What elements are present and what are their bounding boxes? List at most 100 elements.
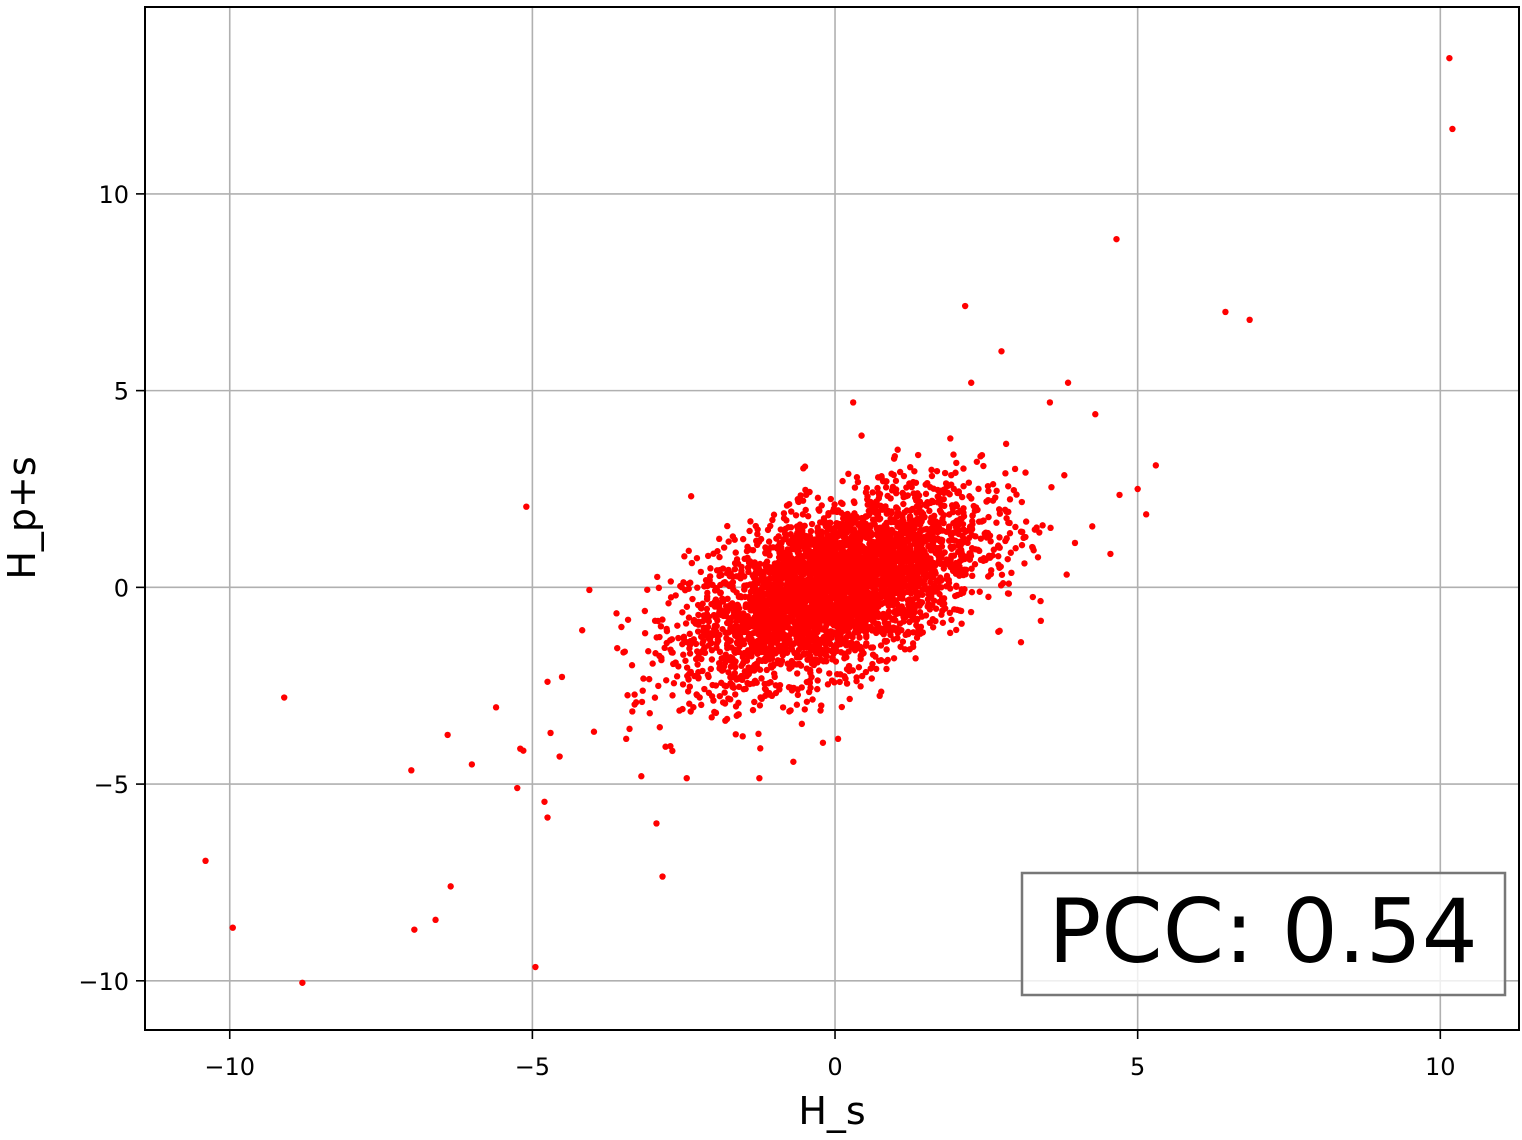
data-point bbox=[768, 591, 775, 598]
data-point bbox=[945, 579, 953, 587]
data-point bbox=[544, 678, 551, 685]
data-point bbox=[757, 535, 765, 543]
data-point bbox=[777, 661, 784, 668]
data-point bbox=[936, 507, 944, 514]
data-point bbox=[904, 628, 912, 636]
data-point bbox=[894, 446, 901, 453]
data-point bbox=[849, 541, 857, 548]
data-point bbox=[897, 545, 904, 552]
data-point bbox=[646, 710, 653, 717]
data-point bbox=[804, 580, 812, 587]
data-point bbox=[788, 541, 795, 548]
data-point bbox=[792, 618, 800, 625]
data-point bbox=[939, 619, 947, 626]
data-point bbox=[447, 883, 454, 890]
data-point bbox=[763, 666, 771, 674]
data-point bbox=[732, 691, 739, 698]
data-point bbox=[985, 487, 992, 495]
data-point bbox=[786, 625, 794, 632]
data-point bbox=[1005, 483, 1012, 490]
data-point bbox=[783, 517, 790, 524]
data-point bbox=[614, 644, 621, 652]
x-tick-label: 10 bbox=[1425, 1053, 1456, 1081]
data-point bbox=[716, 659, 723, 667]
data-point bbox=[860, 524, 868, 531]
data-point bbox=[700, 637, 707, 645]
data-point bbox=[849, 634, 856, 641]
data-point bbox=[682, 657, 689, 664]
data-point bbox=[952, 537, 959, 544]
pcc-label: PCC: 0.54 bbox=[1048, 880, 1478, 983]
data-point bbox=[808, 520, 816, 528]
data-point bbox=[806, 585, 813, 592]
data-point bbox=[859, 605, 866, 612]
data-point bbox=[1012, 523, 1019, 531]
data-point bbox=[997, 582, 1005, 589]
data-point bbox=[913, 509, 920, 517]
data-point bbox=[708, 639, 715, 647]
data-point bbox=[881, 611, 888, 618]
data-point bbox=[281, 694, 288, 701]
data-point bbox=[732, 658, 739, 665]
data-point bbox=[976, 588, 983, 595]
data-point bbox=[1046, 399, 1054, 406]
data-point bbox=[827, 542, 834, 549]
data-point bbox=[809, 608, 817, 615]
data-point bbox=[683, 664, 691, 671]
data-point bbox=[998, 571, 1006, 578]
data-point bbox=[785, 684, 793, 691]
data-point bbox=[799, 635, 806, 642]
y-tick-label: 5 bbox=[114, 378, 129, 406]
data-point bbox=[629, 708, 636, 715]
data-point bbox=[764, 612, 771, 620]
data-point bbox=[694, 661, 701, 668]
data-point bbox=[901, 544, 909, 551]
data-point bbox=[1012, 545, 1019, 552]
data-point bbox=[739, 651, 747, 659]
data-point bbox=[787, 530, 794, 538]
data-point bbox=[923, 525, 930, 533]
data-point bbox=[735, 593, 743, 601]
data-point bbox=[628, 662, 636, 669]
x-axis-ticks: −10 −5 0 5 10 bbox=[204, 1030, 1456, 1081]
data-point bbox=[845, 606, 852, 613]
data-point bbox=[786, 708, 793, 715]
data-point bbox=[715, 602, 723, 610]
data-point bbox=[734, 616, 742, 623]
data-point bbox=[866, 524, 873, 532]
data-point bbox=[926, 619, 934, 627]
data-point bbox=[756, 702, 764, 709]
data-point bbox=[996, 627, 1003, 635]
data-point bbox=[825, 509, 832, 517]
data-point bbox=[877, 657, 885, 664]
data-point bbox=[724, 522, 731, 530]
data-point bbox=[721, 700, 729, 707]
data-point bbox=[804, 656, 811, 663]
data-point bbox=[742, 685, 749, 693]
data-point bbox=[888, 528, 896, 535]
data-point bbox=[854, 478, 862, 486]
data-point bbox=[822, 628, 830, 635]
data-point bbox=[755, 730, 762, 738]
data-point bbox=[758, 657, 766, 665]
data-point bbox=[638, 698, 646, 706]
data-point bbox=[1002, 440, 1010, 448]
data-point bbox=[817, 707, 824, 714]
y-tick-label: −10 bbox=[78, 968, 129, 996]
data-point bbox=[624, 692, 631, 699]
data-point bbox=[758, 602, 765, 609]
data-point bbox=[912, 655, 919, 662]
data-point bbox=[698, 701, 705, 709]
data-point bbox=[995, 553, 1002, 560]
data-point bbox=[690, 704, 697, 711]
data-point bbox=[685, 585, 692, 592]
data-point bbox=[812, 557, 819, 564]
data-point bbox=[880, 567, 888, 575]
data-point bbox=[852, 529, 860, 537]
data-point bbox=[810, 536, 818, 544]
data-point bbox=[686, 650, 694, 657]
data-point bbox=[701, 685, 708, 693]
data-point bbox=[854, 595, 862, 602]
data-point bbox=[843, 680, 851, 687]
data-point bbox=[1005, 508, 1012, 516]
